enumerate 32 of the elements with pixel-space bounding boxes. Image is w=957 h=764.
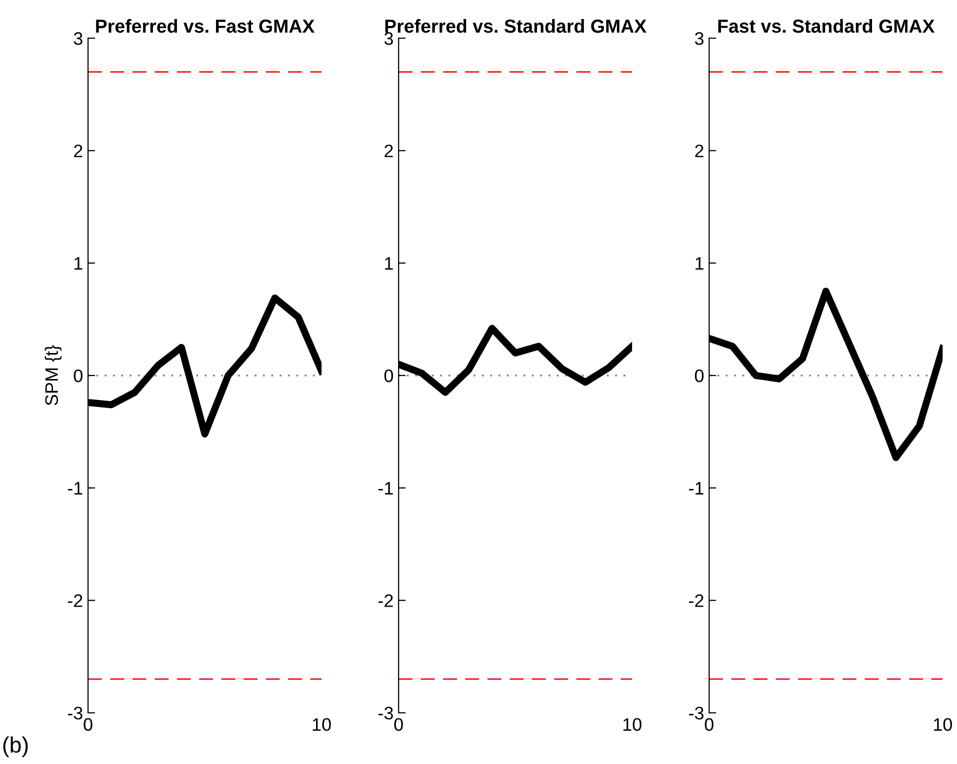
y-tick-label: -3 [68,706,82,720]
y-tick-label: -3 [378,706,393,720]
chart-title: Fast vs. Standard GMAX [718,19,935,33]
y-tick-label: -1 [689,482,704,494]
y-tick-label: -2 [689,594,704,607]
y-tick-label: 2 [74,144,82,158]
y-tick-label: 1 [74,257,82,270]
y-tick-label: 3 [74,32,82,45]
y-tick-label: 2 [384,144,393,158]
y-tick-label: 3 [694,32,704,45]
y-axis-title: SPM {t} [44,345,62,406]
y-tick-label: -3 [689,706,704,720]
y-tick-label: -2 [68,594,82,607]
y-tick-label: 3 [384,32,393,45]
x-tick-label: 10 [312,718,331,731]
text: (b) [3,736,28,758]
y-tick-label: -1 [68,482,82,494]
y-tick-label: 1 [385,257,393,270]
chart-title: Preferred vs. Fast GMAX [96,19,315,33]
y-tick-label: 0 [384,369,394,382]
y-tick-label: 2 [695,144,704,158]
y-tick-label: -1 [378,482,393,494]
y-tick-label: 1 [696,257,704,270]
y-tick-label: -2 [378,594,393,607]
x-tick-label: 0 [704,718,714,731]
y-tick-label: 0 [694,369,704,382]
x-tick-label: 10 [934,718,952,731]
x-tick-label: 0 [84,718,92,731]
x-tick-label: 0 [394,718,403,731]
x-tick-label: 10 [623,718,642,731]
y-tick-label: 0 [74,369,82,382]
chart-title: Preferred vs. Standard GMAX [385,19,646,33]
